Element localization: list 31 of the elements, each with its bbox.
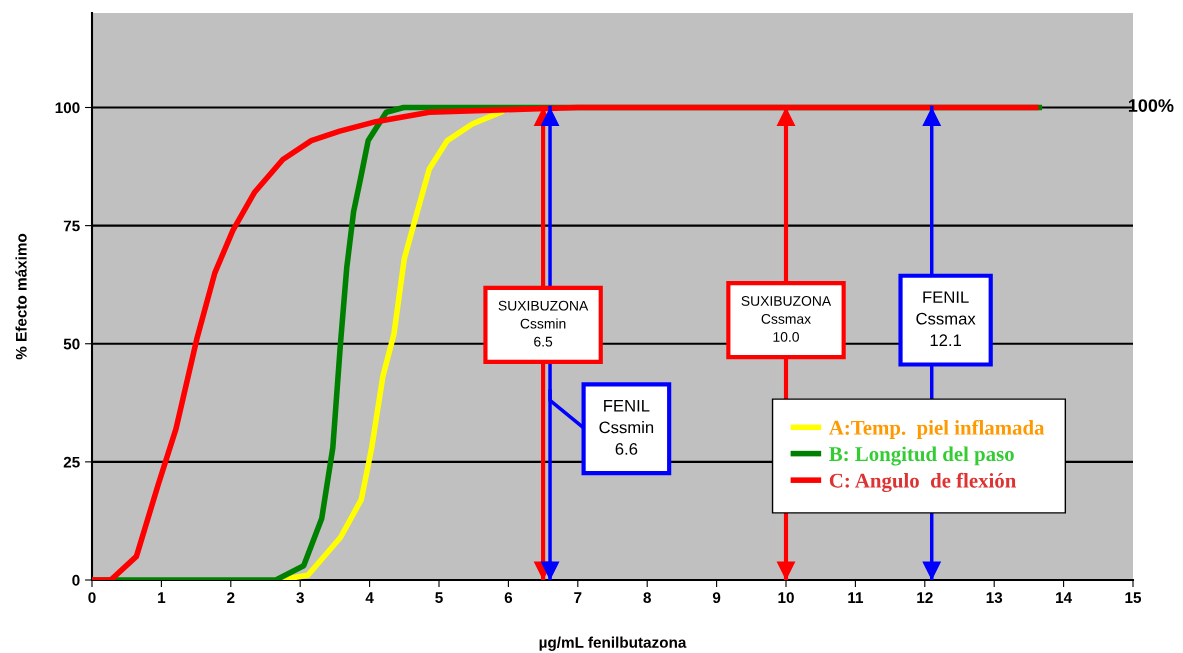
x-tick-label: 6 bbox=[504, 592, 513, 604]
x-tick-label: 7 bbox=[574, 592, 582, 603]
ref-line-label: FENIL Cssmin 6.6 bbox=[599, 400, 654, 455]
x-tick-label: 5 bbox=[435, 592, 443, 604]
x-tick-label: 4 bbox=[365, 592, 374, 603]
ref-line-label: SUXIBUZONA Cssmin 6.5 bbox=[498, 300, 589, 347]
x-tick-label: 3 bbox=[296, 592, 304, 604]
legend-label: B: Longitud del paso bbox=[829, 446, 1014, 466]
y-tick-label: 75 bbox=[63, 220, 80, 232]
x-tick-label: 13 bbox=[986, 592, 1003, 604]
x-tick-label: 1 bbox=[158, 592, 166, 603]
x-tick-label: 12 bbox=[917, 592, 933, 603]
y-tick-label: 0 bbox=[72, 574, 80, 586]
y-tick-label: 50 bbox=[63, 338, 80, 350]
x-tick-label: 8 bbox=[643, 592, 651, 604]
x-tick-label: 0 bbox=[88, 592, 96, 604]
y-axis-title: % Efecto máximo bbox=[15, 233, 27, 360]
ref-line-label: FENIL Cssmax 12.1 bbox=[916, 291, 976, 347]
x-tick-label: 15 bbox=[1125, 592, 1142, 604]
x-tick-label: 11 bbox=[848, 592, 864, 603]
x-tick-label: 10 bbox=[778, 592, 794, 604]
x-axis-title: µg/mL fenilbutazona bbox=[539, 636, 687, 651]
legend-label: C: Angulo de flexión bbox=[829, 472, 1017, 493]
x-tick-label: 14 bbox=[1056, 592, 1073, 603]
legend-label: A:Temp. piel inflamada bbox=[829, 419, 1045, 440]
annotation: 100% bbox=[1128, 99, 1174, 112]
y-tick-label: 25 bbox=[63, 456, 80, 468]
x-tick-label: 2 bbox=[227, 592, 235, 603]
x-tick-label: 9 bbox=[712, 592, 721, 604]
ref-line-label: SUXIBUZONA Cssmax 10.0 bbox=[741, 296, 832, 342]
y-tick-label: 100 bbox=[55, 102, 80, 114]
